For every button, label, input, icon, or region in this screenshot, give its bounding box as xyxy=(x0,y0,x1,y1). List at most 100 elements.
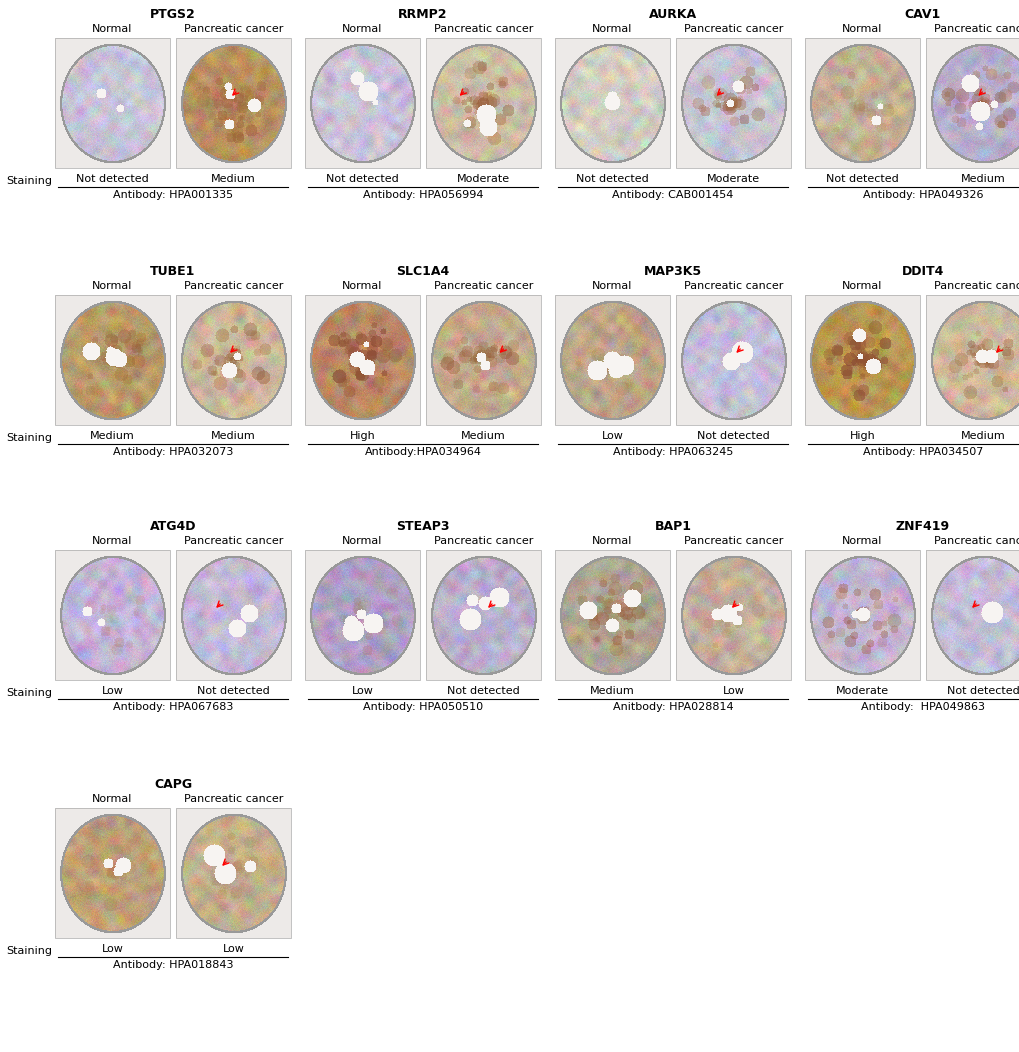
Text: CAV1: CAV1 xyxy=(904,8,941,21)
Text: Pancreatic cancer: Pancreatic cancer xyxy=(933,537,1019,546)
Text: Not detected: Not detected xyxy=(696,431,769,441)
Text: Staining: Staining xyxy=(6,688,52,697)
Text: TUBE1: TUBE1 xyxy=(150,265,196,278)
Text: Normal: Normal xyxy=(93,281,132,291)
Text: Antibody: CAB001454: Antibody: CAB001454 xyxy=(611,190,733,200)
Text: CAPG: CAPG xyxy=(154,778,192,791)
Bar xyxy=(305,295,420,425)
Bar xyxy=(55,550,170,680)
Text: Medium: Medium xyxy=(590,686,634,696)
Bar xyxy=(554,295,669,425)
Text: Antibody: HPA067683: Antibody: HPA067683 xyxy=(113,702,233,712)
Text: Normal: Normal xyxy=(842,281,881,291)
Bar xyxy=(554,38,669,168)
Text: Not detected: Not detected xyxy=(76,174,149,184)
Text: Staining: Staining xyxy=(6,433,52,443)
Text: BAP1: BAP1 xyxy=(654,520,691,533)
Bar xyxy=(55,38,170,168)
Text: Moderate: Moderate xyxy=(706,174,759,184)
Text: Normal: Normal xyxy=(842,24,881,34)
Text: PTGS2: PTGS2 xyxy=(150,8,196,21)
Text: AURKA: AURKA xyxy=(648,8,696,21)
Text: Pancreatic cancer: Pancreatic cancer xyxy=(433,281,533,291)
Text: Normal: Normal xyxy=(592,537,632,546)
Text: Normal: Normal xyxy=(842,537,881,546)
Text: STEAP3: STEAP3 xyxy=(395,520,449,533)
Text: Low: Low xyxy=(352,686,373,696)
Text: Pancreatic cancer: Pancreatic cancer xyxy=(433,537,533,546)
Bar xyxy=(426,38,540,168)
Text: Antibody: HPA018843: Antibody: HPA018843 xyxy=(113,960,233,970)
Bar xyxy=(305,550,420,680)
Text: High: High xyxy=(849,431,874,441)
Text: Pancreatic cancer: Pancreatic cancer xyxy=(183,281,283,291)
Bar xyxy=(426,295,540,425)
Text: Normal: Normal xyxy=(342,281,382,291)
Text: Pancreatic cancer: Pancreatic cancer xyxy=(683,537,783,546)
Text: Antibody: HPA001335: Antibody: HPA001335 xyxy=(113,190,232,200)
Bar xyxy=(676,295,790,425)
Bar xyxy=(925,38,1019,168)
Text: Antibody: HPA050510: Antibody: HPA050510 xyxy=(363,702,483,712)
Text: Antibody:HPA034964: Antibody:HPA034964 xyxy=(364,447,481,457)
Bar xyxy=(55,295,170,425)
Text: Pancreatic cancer: Pancreatic cancer xyxy=(433,24,533,34)
Text: Antibody:  HPA049863: Antibody: HPA049863 xyxy=(860,702,984,712)
Text: Medium: Medium xyxy=(211,431,256,441)
Bar xyxy=(176,295,290,425)
Text: DDIT4: DDIT4 xyxy=(901,265,944,278)
Text: Antibody: HPA032073: Antibody: HPA032073 xyxy=(113,447,233,457)
Text: Antibody: HPA063245: Antibody: HPA063245 xyxy=(612,447,733,457)
Text: Pancreatic cancer: Pancreatic cancer xyxy=(183,794,283,804)
Text: High: High xyxy=(350,431,375,441)
Bar xyxy=(925,295,1019,425)
Text: Pancreatic cancer: Pancreatic cancer xyxy=(933,281,1019,291)
Bar xyxy=(925,550,1019,680)
Text: Low: Low xyxy=(102,944,123,954)
Text: Normal: Normal xyxy=(342,24,382,34)
Text: Normal: Normal xyxy=(93,24,132,34)
Bar xyxy=(804,295,919,425)
Text: Normal: Normal xyxy=(342,537,382,546)
Bar xyxy=(554,550,669,680)
Text: Pancreatic cancer: Pancreatic cancer xyxy=(183,24,283,34)
Text: Medium: Medium xyxy=(461,431,505,441)
Text: Antibody: HPA049326: Antibody: HPA049326 xyxy=(862,190,982,200)
Text: Moderate: Moderate xyxy=(836,686,889,696)
Text: Not detected: Not detected xyxy=(576,174,648,184)
Text: Not detected: Not detected xyxy=(825,174,898,184)
Text: Medium: Medium xyxy=(90,431,135,441)
Text: Normal: Normal xyxy=(93,794,132,804)
Text: Antibody: HPA034507: Antibody: HPA034507 xyxy=(862,447,982,457)
Bar xyxy=(176,38,290,168)
Bar xyxy=(55,808,170,938)
Text: Low: Low xyxy=(102,686,123,696)
Bar xyxy=(804,38,919,168)
Bar xyxy=(676,550,790,680)
Text: Pancreatic cancer: Pancreatic cancer xyxy=(933,24,1019,34)
Text: Staining: Staining xyxy=(6,176,52,186)
Bar xyxy=(176,808,290,938)
Text: Normal: Normal xyxy=(93,537,132,546)
Text: Pancreatic cancer: Pancreatic cancer xyxy=(683,281,783,291)
Text: Not detected: Not detected xyxy=(446,686,520,696)
Text: Anitbody: HPA028814: Anitbody: HPA028814 xyxy=(612,702,733,712)
Text: Medium: Medium xyxy=(211,174,256,184)
Bar xyxy=(176,550,290,680)
Text: Pancreatic cancer: Pancreatic cancer xyxy=(683,24,783,34)
Text: Normal: Normal xyxy=(592,281,632,291)
Bar xyxy=(426,550,540,680)
Text: Low: Low xyxy=(601,431,623,441)
Text: SLC1A4: SLC1A4 xyxy=(396,265,449,278)
Text: Antibody: HPA056994: Antibody: HPA056994 xyxy=(363,190,483,200)
Text: Moderate: Moderate xyxy=(457,174,510,184)
Bar xyxy=(676,38,790,168)
Text: ZNF419: ZNF419 xyxy=(895,520,949,533)
Text: ATG4D: ATG4D xyxy=(150,520,196,533)
Text: RRMP2: RRMP2 xyxy=(397,8,447,21)
Bar xyxy=(305,38,420,168)
Text: Staining: Staining xyxy=(6,946,52,956)
Text: Low: Low xyxy=(721,686,744,696)
Text: Not detected: Not detected xyxy=(326,174,398,184)
Text: Not detected: Not detected xyxy=(947,686,1019,696)
